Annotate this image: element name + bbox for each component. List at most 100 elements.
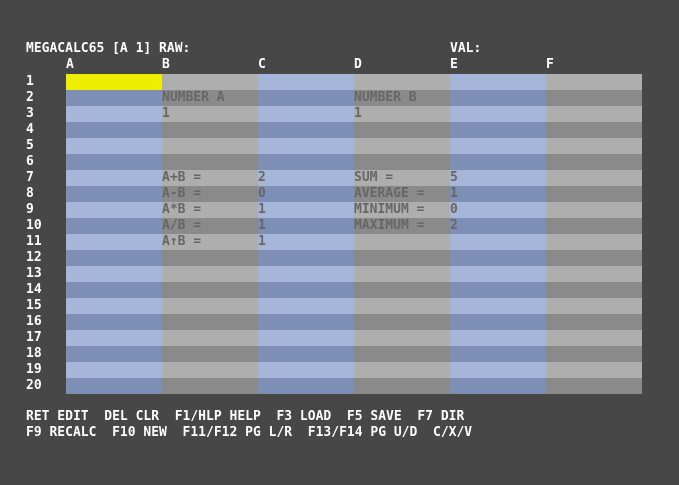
cell-f12[interactable] — [546, 250, 642, 266]
cell-f11[interactable] — [546, 234, 642, 250]
cell-d14[interactable] — [354, 282, 450, 298]
cell-f7[interactable] — [546, 170, 642, 186]
cell-a8[interactable] — [66, 186, 162, 202]
cell-a13[interactable] — [66, 266, 162, 282]
cell-c4[interactable] — [258, 122, 354, 138]
cell-f6[interactable] — [546, 154, 642, 170]
cell-b10[interactable]: A/B = — [162, 218, 258, 234]
cell-f19[interactable] — [546, 362, 642, 378]
cell-d13[interactable] — [354, 266, 450, 282]
cell-f4[interactable] — [546, 122, 642, 138]
cell-e10[interactable]: 2 — [450, 218, 546, 234]
cell-c10[interactable]: 1 — [258, 218, 354, 234]
cell-c5[interactable] — [258, 138, 354, 154]
cell-d16[interactable] — [354, 314, 450, 330]
cell-b11[interactable]: A↑B = — [162, 234, 258, 250]
cell-c6[interactable] — [258, 154, 354, 170]
cell-e11[interactable] — [450, 234, 546, 250]
cell-e18[interactable] — [450, 346, 546, 362]
cell-b4[interactable] — [162, 122, 258, 138]
cell-a15[interactable] — [66, 298, 162, 314]
cell-c7[interactable]: 2 — [258, 170, 354, 186]
cell-b13[interactable] — [162, 266, 258, 282]
cell-f10[interactable] — [546, 218, 642, 234]
cell-f1[interactable] — [546, 74, 642, 90]
cell-f13[interactable] — [546, 266, 642, 282]
cell-a4[interactable] — [66, 122, 162, 138]
cell-a5[interactable] — [66, 138, 162, 154]
cell-c9[interactable]: 1 — [258, 202, 354, 218]
cell-e6[interactable] — [450, 154, 546, 170]
cell-d3[interactable]: 1 — [354, 106, 450, 122]
cell-d8[interactable]: AVERAGE = — [354, 186, 450, 202]
cell-a12[interactable] — [66, 250, 162, 266]
cell-e17[interactable] — [450, 330, 546, 346]
cell-c12[interactable] — [258, 250, 354, 266]
cell-e14[interactable] — [450, 282, 546, 298]
cell-a17[interactable] — [66, 330, 162, 346]
cell-d6[interactable] — [354, 154, 450, 170]
cell-c3[interactable] — [258, 106, 354, 122]
cell-a7[interactable] — [66, 170, 162, 186]
cell-b19[interactable] — [162, 362, 258, 378]
cell-d12[interactable] — [354, 250, 450, 266]
cell-e1[interactable] — [450, 74, 546, 90]
cell-f16[interactable] — [546, 314, 642, 330]
cell-c2[interactable] — [258, 90, 354, 106]
cell-a10[interactable] — [66, 218, 162, 234]
cell-d2[interactable]: NUMBER B — [354, 90, 450, 106]
cell-e4[interactable] — [450, 122, 546, 138]
cell-f17[interactable] — [546, 330, 642, 346]
cell-c16[interactable] — [258, 314, 354, 330]
cell-f3[interactable] — [546, 106, 642, 122]
cell-e20[interactable] — [450, 378, 546, 394]
cell-d17[interactable] — [354, 330, 450, 346]
cell-a11[interactable] — [66, 234, 162, 250]
cell-b12[interactable] — [162, 250, 258, 266]
cell-d18[interactable] — [354, 346, 450, 362]
cell-f8[interactable] — [546, 186, 642, 202]
cell-b7[interactable]: A+B = — [162, 170, 258, 186]
cell-c8[interactable]: 0 — [258, 186, 354, 202]
cell-e9[interactable]: 0 — [450, 202, 546, 218]
cell-c14[interactable] — [258, 282, 354, 298]
cell-a18[interactable] — [66, 346, 162, 362]
cell-a19[interactable] — [66, 362, 162, 378]
cell-f18[interactable] — [546, 346, 642, 362]
cell-e12[interactable] — [450, 250, 546, 266]
cell-f20[interactable] — [546, 378, 642, 394]
cell-c17[interactable] — [258, 330, 354, 346]
cell-b16[interactable] — [162, 314, 258, 330]
cell-b8[interactable]: A-B = — [162, 186, 258, 202]
cell-e16[interactable] — [450, 314, 546, 330]
cell-b17[interactable] — [162, 330, 258, 346]
cell-a6[interactable] — [66, 154, 162, 170]
cell-d1[interactable] — [354, 74, 450, 90]
cell-f14[interactable] — [546, 282, 642, 298]
cell-a9[interactable] — [66, 202, 162, 218]
cell-c15[interactable] — [258, 298, 354, 314]
cell-e8[interactable]: 1 — [450, 186, 546, 202]
cell-c18[interactable] — [258, 346, 354, 362]
cell-a2[interactable] — [66, 90, 162, 106]
cell-b3[interactable]: 1 — [162, 106, 258, 122]
cell-d5[interactable] — [354, 138, 450, 154]
cell-a1[interactable] — [66, 74, 162, 90]
cell-b14[interactable] — [162, 282, 258, 298]
cell-b2[interactable]: NUMBER A — [162, 90, 258, 106]
cell-c20[interactable] — [258, 378, 354, 394]
cell-f15[interactable] — [546, 298, 642, 314]
cell-a3[interactable] — [66, 106, 162, 122]
cell-c1[interactable] — [258, 74, 354, 90]
cell-a16[interactable] — [66, 314, 162, 330]
cell-a20[interactable] — [66, 378, 162, 394]
cell-c13[interactable] — [258, 266, 354, 282]
cell-f5[interactable] — [546, 138, 642, 154]
cell-d9[interactable]: MINIMUM = — [354, 202, 450, 218]
cell-b15[interactable] — [162, 298, 258, 314]
spreadsheet-grid[interactable]: NUMBER A NUMBER B 1 1 A+B = 2 SUM = 5 A-B = 0 AVER… — [66, 74, 642, 394]
cell-d20[interactable] — [354, 378, 450, 394]
cell-e15[interactable] — [450, 298, 546, 314]
cell-f9[interactable] — [546, 202, 642, 218]
cell-d10[interactable]: MAXIMUM = — [354, 218, 450, 234]
